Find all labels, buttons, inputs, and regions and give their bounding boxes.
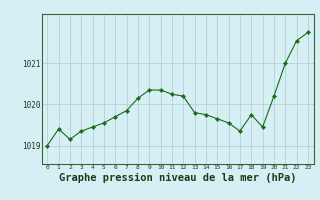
- X-axis label: Graphe pression niveau de la mer (hPa): Graphe pression niveau de la mer (hPa): [59, 173, 296, 183]
